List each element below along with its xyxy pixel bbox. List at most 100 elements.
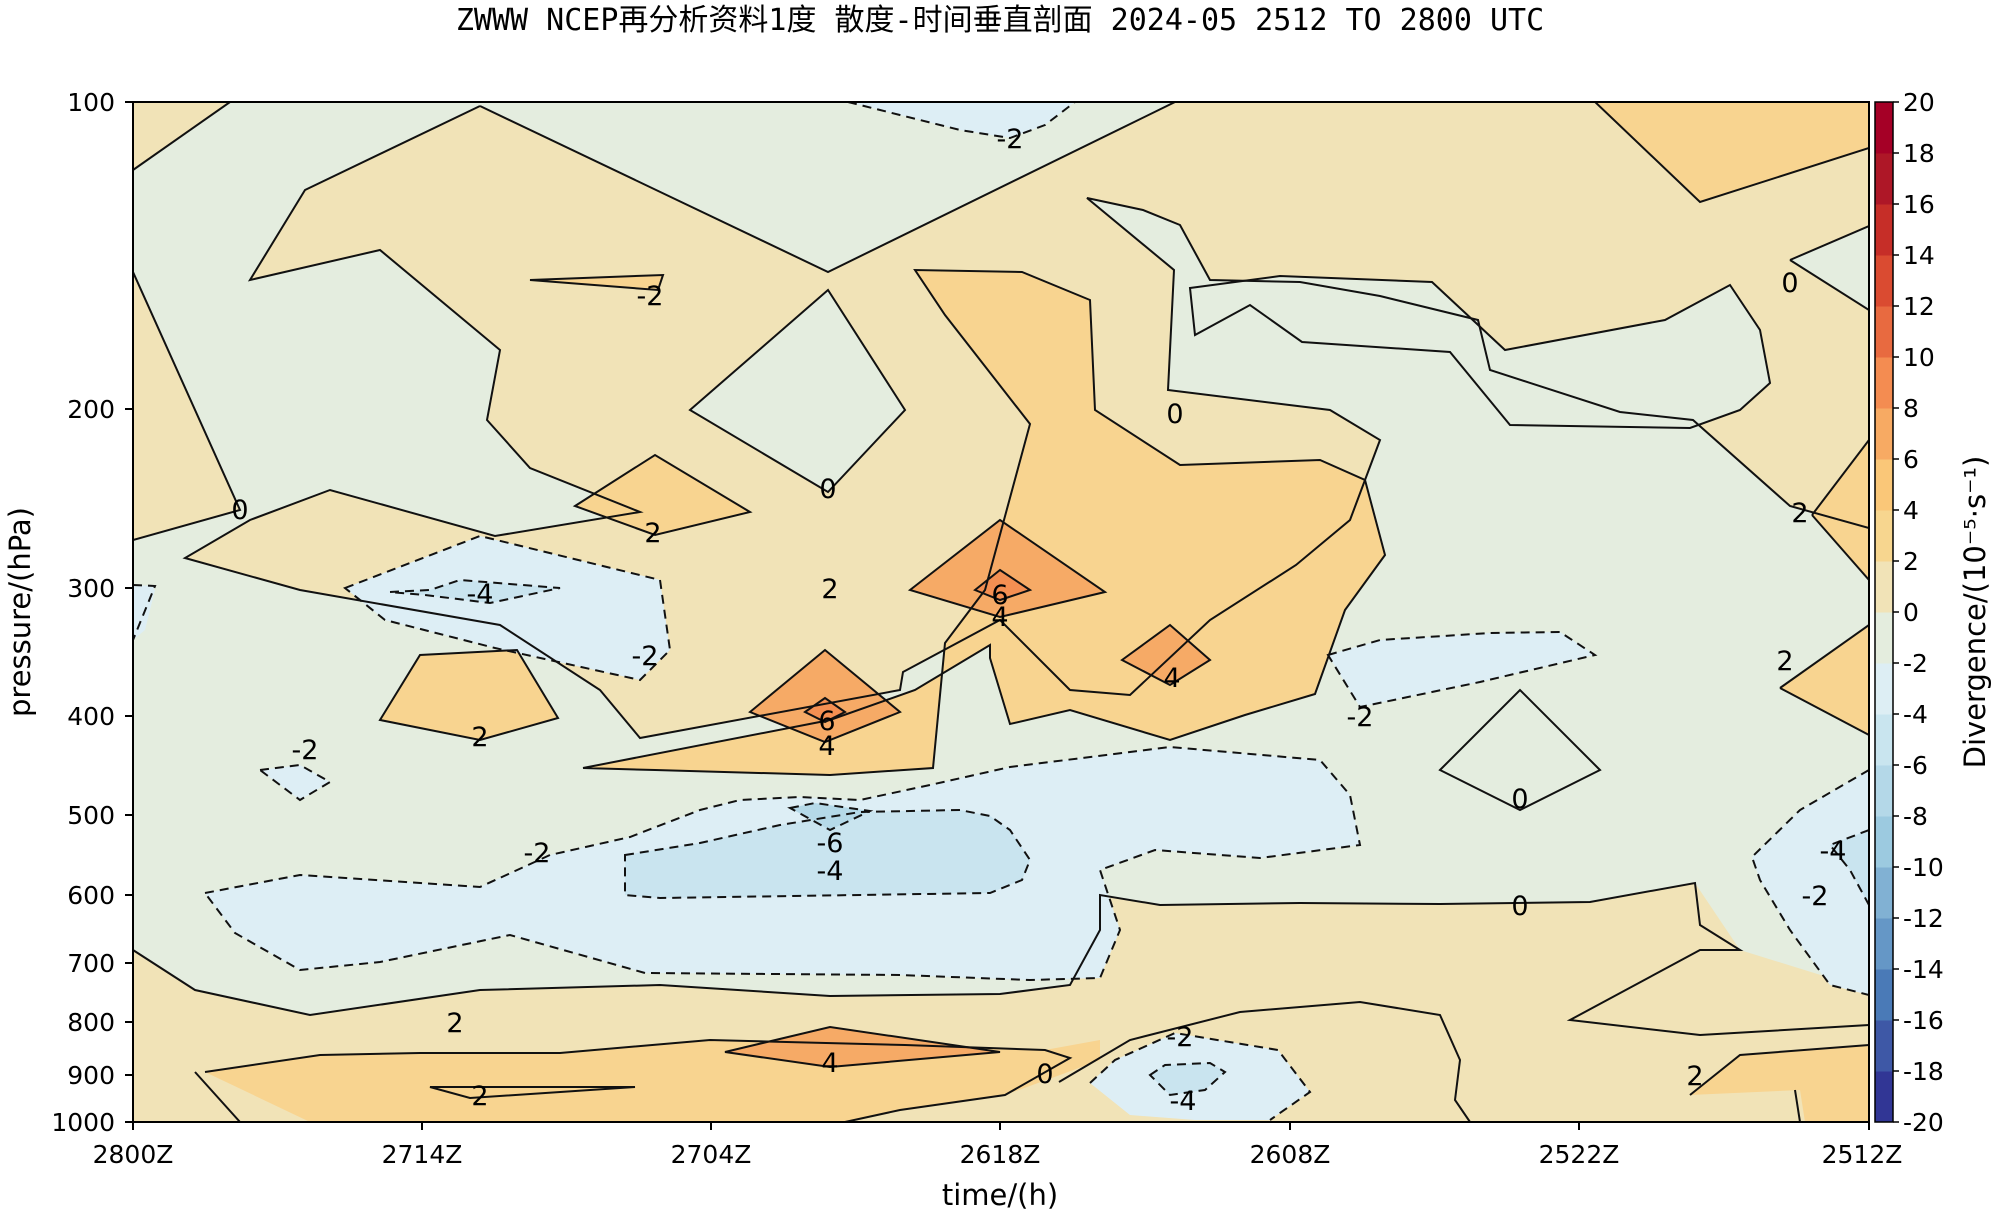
contour-label: 4 xyxy=(991,602,1008,633)
contour-label: -4 xyxy=(1820,836,1847,867)
colorbar-tick-label: 14 xyxy=(1903,241,1935,270)
colorbar-segment xyxy=(1875,1071,1893,1123)
contour-fill-neg8-to-neg6 xyxy=(790,803,870,830)
contour-label: 0 xyxy=(1781,268,1798,299)
contour-fill-2-to-4 xyxy=(380,650,558,740)
colorbar-segment xyxy=(1875,612,1893,664)
contour-fill-neg4-to-neg2 xyxy=(848,102,1075,138)
colorbar: 20181614121086420-2-4-6-8-10-12-14-16-18… xyxy=(1874,88,1944,1137)
colorbar-tick-label: 12 xyxy=(1903,292,1935,321)
y-tick-label: 400 xyxy=(67,702,115,731)
x-tick-label: 2608Z xyxy=(1250,1140,1331,1169)
contour-label: -4 xyxy=(1170,1086,1197,1117)
contour-label: 2 xyxy=(1686,1061,1703,1092)
x-tick-label: 2522Z xyxy=(1539,1140,1620,1169)
contour-label: 2 xyxy=(446,1008,463,1039)
contour-fill-4-to-6 xyxy=(910,520,1105,617)
contour-lines-positive xyxy=(133,102,1869,1122)
colorbar-label: Divergence/(10⁻⁵·s⁻¹) xyxy=(1958,456,1992,769)
colorbar-tick-label: -20 xyxy=(1903,1108,1944,1137)
colorbar-tick-label: 6 xyxy=(1903,445,1919,474)
colorbar-tick-label: -18 xyxy=(1903,1057,1944,1086)
contour-label: -2 xyxy=(997,124,1024,155)
contour-label: 2 xyxy=(644,518,661,549)
contour-fill-4-to-6 xyxy=(1122,625,1210,685)
plot-area xyxy=(133,102,1869,1122)
colorbar-segment xyxy=(1875,459,1893,511)
contour-label: 2 xyxy=(471,722,488,753)
contour-label: -2 xyxy=(292,735,319,766)
chart-title: ZWWW NCEP再分析资料1度 散度-时间垂直剖面 2024-05 2512 … xyxy=(456,3,1544,38)
colorbar-segment xyxy=(1875,1020,1893,1072)
y-tick-label: 100 xyxy=(67,88,115,117)
x-tick-label: 2704Z xyxy=(671,1140,752,1169)
contour-label: -2 xyxy=(637,281,664,312)
colorbar-segment xyxy=(1875,204,1893,256)
contour-label: 2 xyxy=(1791,498,1808,529)
contour-label: -2 xyxy=(1347,702,1374,733)
contour-fill-neg2-to-0 xyxy=(1440,690,1600,810)
contour-fill-neg2-to-0 xyxy=(1790,226,1869,310)
colorbar-tick-label: 4 xyxy=(1903,496,1919,525)
colorbar-segment xyxy=(1875,153,1893,205)
y-tick-label: 800 xyxy=(67,1008,115,1037)
colorbar-tick-label: 8 xyxy=(1903,394,1919,423)
contour-label: 0 xyxy=(1511,891,1528,922)
contour-label: 4 xyxy=(1163,663,1180,694)
contour-fill-2-to-4 xyxy=(1595,102,1869,202)
contour-label: -6 xyxy=(817,828,844,859)
y-axis: 100 200 300 400 500 600 700 800 900 1000 xyxy=(51,88,133,1137)
contour-label: -2 xyxy=(1802,881,1829,912)
colorbar-tick-label: 0 xyxy=(1903,598,1919,627)
y-tick-label: 1000 xyxy=(51,1108,115,1137)
colorbar-segment xyxy=(1875,561,1893,613)
contour-fill-neg6-to-neg4 xyxy=(1150,1063,1225,1095)
contour-fill-6-to-8 xyxy=(975,570,1030,600)
contour-label: 4 xyxy=(818,731,835,762)
contour-fill-4-to-6 xyxy=(725,1027,1000,1067)
colorbar-segment xyxy=(1875,816,1893,868)
x-axis: 2800Z 2714Z 2704Z 2618Z 2608Z 2522Z 2512… xyxy=(93,1122,1902,1169)
contour-label: -4 xyxy=(467,579,494,610)
colorbar-segment xyxy=(1875,918,1893,970)
colorbar-tick-label: -14 xyxy=(1903,955,1944,984)
y-tick-label: 200 xyxy=(67,395,115,424)
contour-fill-neg2-to-0 xyxy=(1190,276,1770,428)
contour-label: 0 xyxy=(819,474,836,505)
x-tick-label: 2618Z xyxy=(960,1140,1041,1169)
contour-label: 0 xyxy=(1511,784,1528,815)
y-tick-label: 700 xyxy=(67,949,115,978)
contour-label: 4 xyxy=(821,1048,838,1079)
contour-fill-neg4-to-neg2 xyxy=(1328,632,1595,707)
colorbar-tick-label: 2 xyxy=(1903,547,1919,576)
y-tick-label: 500 xyxy=(67,801,115,830)
colorbar-segment xyxy=(1875,867,1893,919)
contour-label: 0 xyxy=(1036,1059,1053,1090)
colorbar-segment xyxy=(1875,255,1893,307)
contour-fill-neg4-to-neg2 xyxy=(345,536,670,680)
colorbar-tick-label: -16 xyxy=(1903,1006,1944,1035)
contour-label: 6 xyxy=(991,580,1008,611)
contour-label: 0 xyxy=(1166,399,1183,430)
contour-fill-2-to-4 xyxy=(1780,625,1869,735)
contour-label: -2 xyxy=(1167,1022,1194,1053)
x-axis-label: time/(h) xyxy=(942,1178,1058,1212)
colorbar-tick-label: -12 xyxy=(1903,904,1944,933)
colorbar-tick-label: 10 xyxy=(1903,343,1935,372)
contour-label: 0 xyxy=(231,495,248,526)
contour-fill-2-to-4 xyxy=(1812,440,1869,580)
colorbar-tick-label: 16 xyxy=(1903,190,1935,219)
contour-label: 2 xyxy=(821,574,838,605)
contour-label: -2 xyxy=(632,641,659,672)
colorbar-segment xyxy=(1875,408,1893,460)
colorbar-segment xyxy=(1875,969,1893,1021)
colorbar-segment xyxy=(1875,663,1893,715)
contour-fill-0-to-2 xyxy=(133,272,240,540)
contour-label-layer: -2 -2 0 0 0 0 2 2 2 2 -4 -2 6 4 4 2 6 4 … xyxy=(231,124,1846,1117)
colorbar-tick-label: -10 xyxy=(1903,853,1944,882)
contour-fill-neg6-to-neg4 xyxy=(625,810,1030,898)
contour-fill-2-to-4 xyxy=(1690,1045,1869,1122)
colorbar-tick-label: 20 xyxy=(1903,88,1935,117)
colorbar-segment xyxy=(1875,714,1893,766)
